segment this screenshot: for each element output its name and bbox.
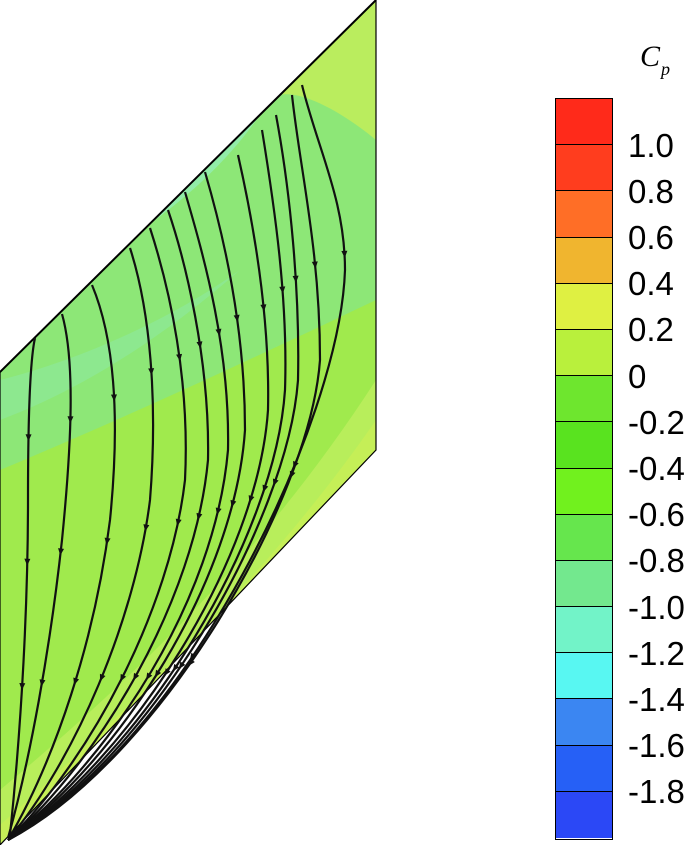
streamline [7,227,187,841]
colorbar-swatch [556,422,612,469]
streamline-arrow [110,394,117,402]
colorbar-swatch [556,653,612,700]
streamline-arrow [248,495,255,503]
colorbar-swatch [556,699,612,746]
colorbar-tick-label: 1.0 [628,126,674,164]
colorbar-tick-label: -1.8 [628,773,685,811]
streamline-arrow [292,275,299,283]
streamline-arrow [164,668,171,676]
streamline-arrow [341,250,348,258]
colorbar-tick-label: -0.2 [628,403,685,441]
streamline-arrow [172,663,180,672]
colorbar-tick-label: 0.8 [628,172,674,210]
streamline [7,84,347,841]
streamline [7,114,300,841]
streamline-arrow [99,673,106,682]
colorbar-tick-label: 0 [628,357,647,395]
streamline-arrow [104,537,111,545]
leading-edge [0,0,377,373]
streamline [7,171,247,841]
streamline-arrow [196,341,203,349]
streamline [7,94,322,841]
streamline [7,209,210,841]
streamline-arrow [120,673,127,682]
streamline-arrow [73,677,80,686]
colorbar-tick-label: -1.2 [628,634,685,672]
streamline-arrow [189,652,197,661]
streamline-arrow [148,368,155,376]
streamline-arrow [215,328,222,337]
streamline-arrow [39,679,46,687]
streamline [7,154,270,841]
surface-streamlines [6,84,348,841]
streamline-arrow [25,434,32,442]
colorbar-swatch [556,145,612,192]
streamline-arrow [24,558,31,566]
streamline-arrow [19,682,26,691]
colorbar-tick-label: -1.6 [628,727,685,765]
streamline-arrow [233,314,240,323]
colorbar-tick-label: -1.4 [628,680,685,718]
streamline-arrow [143,524,150,532]
colorbar-swatch [556,283,612,330]
streamline [6,313,72,839]
colorbar-swatch [556,99,612,146]
pressure-contours [0,0,376,845]
streamline-arrow [178,661,186,670]
streamline-arrow [133,672,140,681]
colorbar-swatch [556,514,612,561]
colorbar-swatch [556,191,612,238]
streamline [7,247,155,841]
colorbar-swatch [556,329,612,377]
colorbar [555,98,613,840]
colorbar-tick-label: -1.0 [628,588,685,626]
colorbar-swatch [556,791,612,838]
colorbar-swatch [556,468,612,515]
streamline-arrow [146,672,153,681]
colorbar-swatch [556,745,612,792]
colorbar-swatch [556,560,612,608]
streamline-arrow [175,518,182,527]
streamline-arrow [230,499,237,508]
streamline-arrow [311,261,318,269]
streamline-arrow [293,460,299,469]
streamline-arrow [176,353,183,362]
streamline [7,191,230,841]
colorbar-swatch [556,607,612,654]
colorbar-swatch [556,237,612,284]
streamline-arrow [67,416,74,424]
streamline-arrow [272,478,279,487]
streamline-arrow [58,548,65,556]
streamline-arrow [196,512,203,521]
colorbar-tick-label: 0.4 [628,265,674,303]
colorbar-tick-label: -0.6 [628,496,685,534]
streamline-arrow [262,484,269,493]
streamline-arrow [279,286,286,294]
legend-title: Cp [640,40,671,79]
streamline [8,337,37,836]
colorbar-tick-label: 0.6 [628,219,674,257]
streamline [7,129,287,841]
colorbar-swatch [556,376,612,423]
streamline-arrow [154,669,162,678]
colorbar-tick-label: -0.4 [628,450,685,487]
streamline [7,284,116,841]
streamline-arrow [260,304,267,312]
streamline-arrow [215,507,222,515]
colorbar-tick-label: -0.8 [628,542,685,580]
colorbar-tick-label: 0.2 [628,311,674,349]
